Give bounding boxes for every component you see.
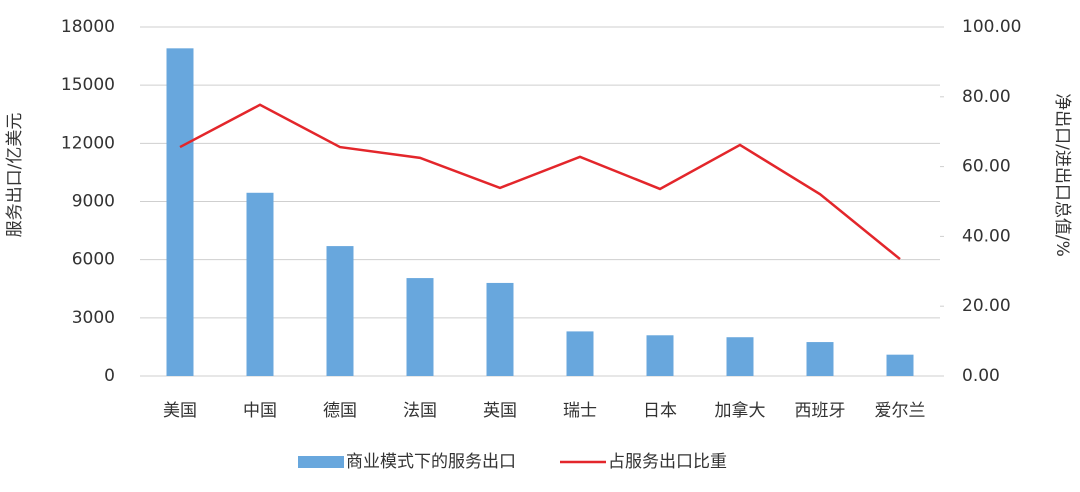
y-tick-label: 12000 [61, 133, 115, 153]
bar [726, 337, 754, 376]
legend-label: 占服务出口比重 [608, 452, 727, 472]
y2-tick-label: 80.00 [962, 87, 1011, 107]
y-tick-label: 9000 [72, 192, 115, 212]
legend-label: 商业模式下的服务出口 [346, 452, 516, 472]
x-tick-label: 日本 [643, 401, 677, 421]
x-tick-label: 法国 [403, 401, 437, 421]
y2-axis-label: 净出口/进出口总值/% [1052, 93, 1072, 257]
y2-tick-label: 60.00 [962, 157, 1011, 177]
legend-swatch [298, 456, 344, 468]
x-tick-label: 英国 [483, 401, 517, 421]
y-tick-label: 18000 [61, 17, 115, 37]
x-tick-label: 加拿大 [715, 400, 766, 421]
bar [646, 335, 674, 376]
y-tick-label: 6000 [72, 250, 115, 270]
bar [486, 282, 514, 376]
bar [246, 192, 274, 376]
y2-tick-label: 40.00 [962, 226, 1011, 246]
y2-tick-label: 100.00 [962, 17, 1021, 37]
x-tick-label: 西班牙 [795, 401, 846, 421]
y-tick-label: 0 [104, 366, 115, 386]
x-tick-label: 美国 [163, 401, 197, 421]
bar [886, 354, 914, 376]
bar [406, 278, 434, 376]
y-axis-label: 服务出口/亿美元 [5, 113, 25, 238]
bar [326, 246, 354, 376]
x-tick-label: 爱尔兰 [875, 401, 926, 421]
x-tick-label: 中国 [243, 401, 277, 421]
x-tick-label: 德国 [323, 401, 357, 421]
y2-tick-label: 20.00 [962, 296, 1011, 316]
bar [566, 331, 594, 376]
y-tick-label: 15000 [61, 75, 115, 95]
x-tick-label: 瑞士 [563, 401, 597, 421]
bar [806, 342, 834, 376]
y-tick-label: 3000 [72, 308, 115, 328]
bar [166, 48, 194, 376]
line [179, 103, 901, 261]
y2-tick-label: 0.00 [962, 366, 1000, 386]
